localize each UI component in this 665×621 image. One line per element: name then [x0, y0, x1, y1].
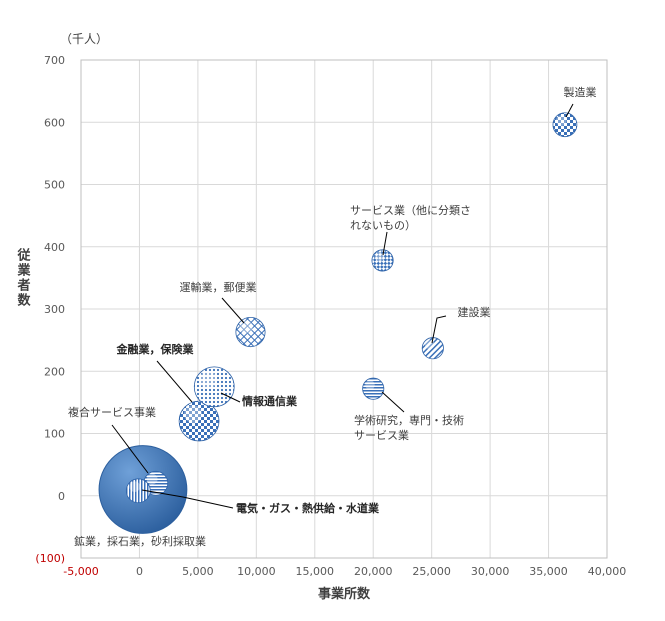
x-tick-label: 15,000 — [296, 565, 335, 578]
leader-line — [156, 360, 193, 403]
y-tick-label: 400 — [44, 241, 65, 254]
x-axis-title: 事業所数 — [318, 586, 371, 602]
y-tick-labels: (100) 0 100 200 300 400 500 600 700 — [35, 54, 65, 565]
bubble-5 — [362, 377, 385, 400]
plot-frame — [80, 59, 608, 559]
x-tick-label: -5,000 — [63, 565, 98, 578]
leader-line — [431, 315, 447, 344]
x-tick-label: 10,000 — [237, 565, 276, 578]
leader-line — [111, 424, 149, 474]
x-tick-label: 0 — [136, 565, 143, 578]
bubble-4 — [235, 317, 266, 348]
y-tick-label: (100) — [35, 552, 65, 565]
bubble-label-5: 学術研究，専門・技術サービス業 — [354, 413, 464, 442]
leader-line — [565, 103, 574, 118]
bubble-9 — [125, 478, 151, 504]
y-tick-label: 600 — [44, 116, 65, 129]
bubbles — [98, 112, 578, 534]
x-tick-label: 40,000 — [588, 565, 627, 578]
y-tick-label: 200 — [44, 365, 65, 378]
x-tick-label: 35,000 — [529, 565, 568, 578]
leader-lines — [111, 103, 574, 509]
bubble-7 — [193, 366, 235, 408]
y-tick-label: 100 — [44, 428, 65, 441]
unit-label: （千人） — [60, 32, 108, 46]
x-tick-labels: -5,000 0 5,000 10,000 15,000 20,000 25,000 30,0… — [63, 565, 626, 578]
bubble-label-7: 情報通信業 — [242, 394, 298, 408]
y-tick-label: 300 — [44, 303, 65, 316]
bubble-label-8: 複合サービス事業 — [68, 405, 156, 419]
x-tick-label: 5,000 — [182, 565, 214, 578]
leader-line — [381, 391, 405, 413]
bubble-label-9: 電気・ガス・熱供給・水道業 — [236, 501, 380, 515]
bubble-label-3: 建設業 — [458, 305, 491, 319]
y-axis-title: 従業者数 — [16, 248, 31, 309]
leader-line — [221, 297, 245, 324]
y-tick-label: 0 — [58, 490, 65, 503]
bubble-label-2: サービス業（他に分類されないもの） — [350, 204, 471, 232]
bubble-label-1: 製造業 — [564, 85, 597, 99]
y-tick-label: 500 — [44, 179, 65, 192]
bubble-2 — [371, 249, 394, 272]
x-tick-label: 30,000 — [471, 565, 510, 578]
leader-line — [220, 392, 241, 403]
x-tick-label: 20,000 — [354, 565, 393, 578]
y-tick-label: 700 — [44, 54, 65, 67]
x-tick-label: 25,000 — [412, 565, 451, 578]
leader-line — [141, 489, 234, 509]
bubble-label-10: 鉱業，採石業，砂利採取業 — [74, 534, 206, 548]
gridlines — [81, 60, 607, 558]
leader-line — [382, 231, 388, 256]
bubble-6 — [178, 400, 220, 442]
bubble-label-6: 金融業，保険業 — [116, 342, 195, 356]
bubble-label-4: 運輸業，郵便業 — [180, 280, 257, 294]
bubble-1 — [552, 112, 578, 138]
